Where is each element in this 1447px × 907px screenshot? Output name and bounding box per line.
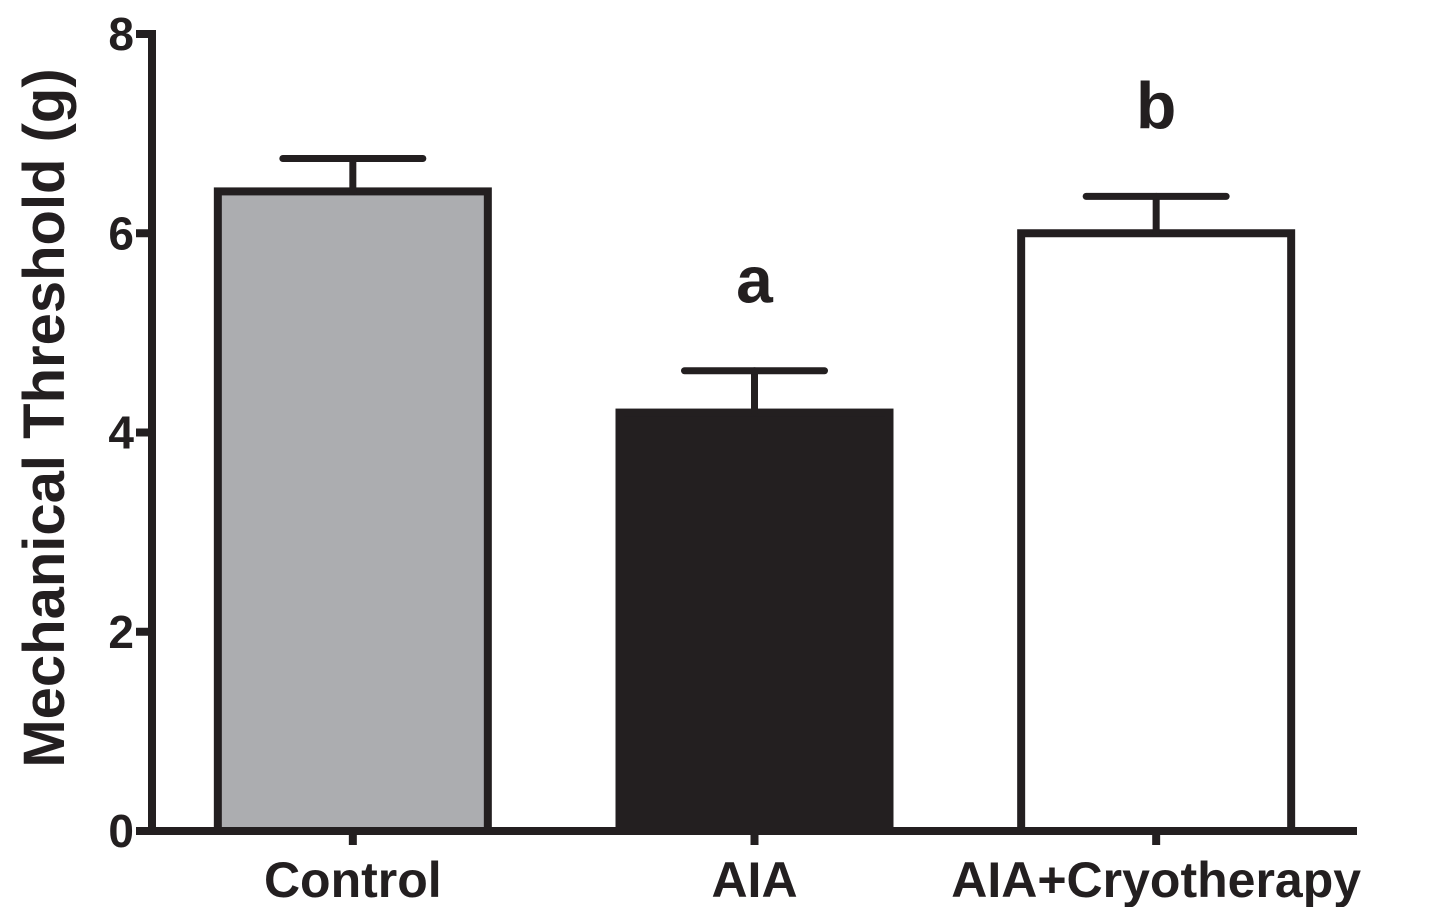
axes-layer [136,30,1357,845]
x-tick-label: Control [264,852,442,907]
bar-2 [615,408,894,835]
y-tick-label: 4 [108,407,134,459]
labels-layer: Control AIA a AIA+Cryotherapy b 0 2 4 6 8 [108,8,1361,907]
y-tick-label: 6 [108,207,134,259]
y-axis-title: Mechanical Threshold (g) [12,68,77,767]
x-tick-label: AIA [711,852,797,907]
y-tick-label: 8 [108,8,134,60]
x-tick-label: AIA+Cryotherapy [951,852,1361,907]
bar-3 [1017,229,1296,835]
significance-label: b [1136,68,1176,142]
y-tick-label: 2 [108,606,134,658]
significance-label: a [736,243,774,317]
y-axis-title-group: Mechanical Threshold (g) [12,68,77,767]
bar-1 [213,187,492,836]
error-bars-layer [279,155,1230,417]
y-tick-label: 0 [108,805,134,857]
